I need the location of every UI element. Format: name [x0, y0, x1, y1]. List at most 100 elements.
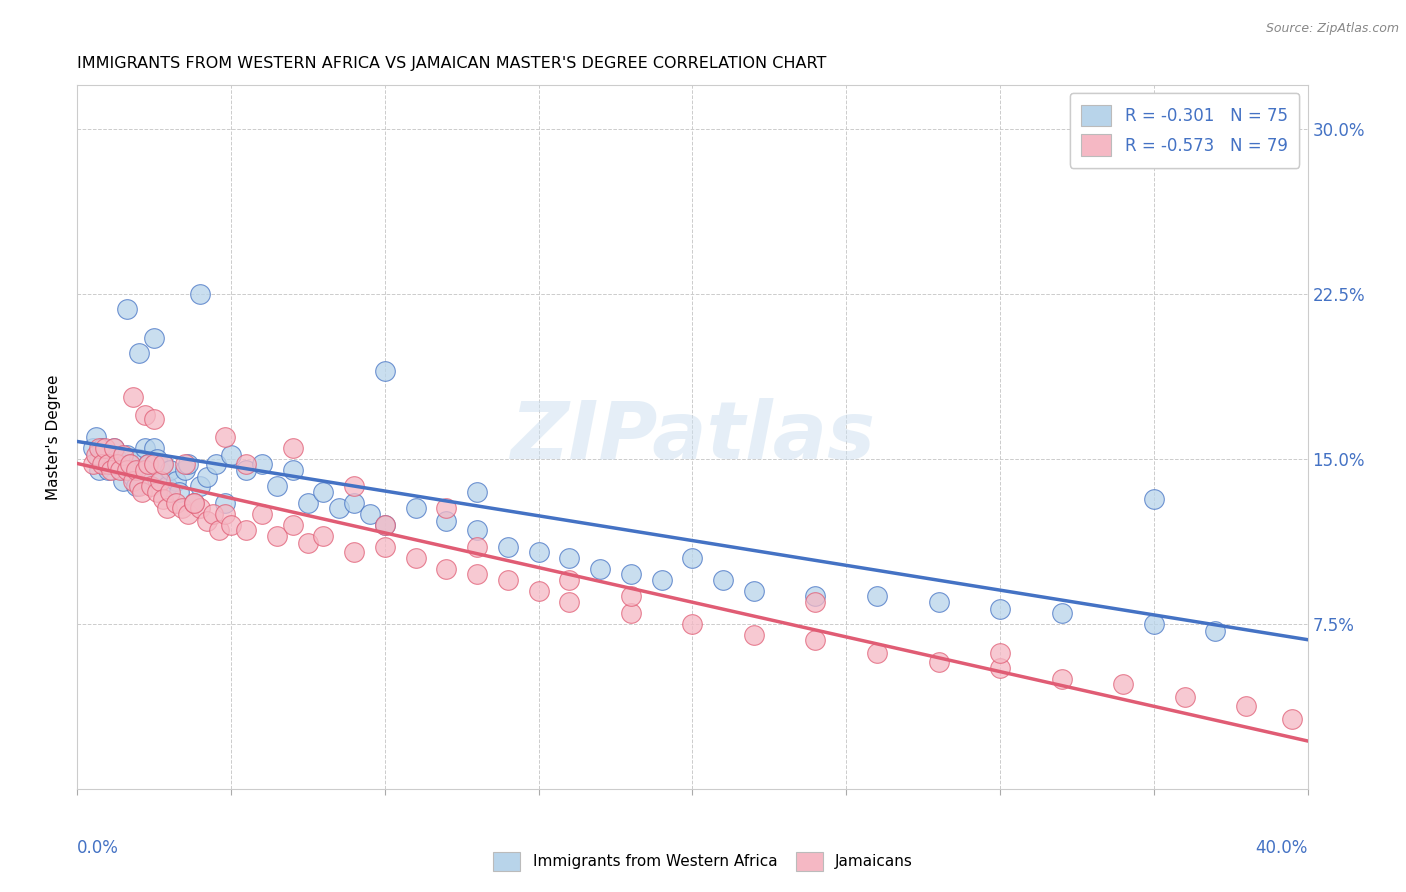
Point [204, 457, 226, 471]
Point [804, 632, 827, 647]
Point [214, 507, 236, 521]
Point [235, 457, 257, 471]
Point [165, 474, 187, 488]
Point [183, 496, 205, 510]
Point [266, 478, 288, 492]
Text: Source: ZipAtlas.com: Source: ZipAtlas.com [1265, 22, 1399, 36]
Point [125, 478, 148, 492]
Point [436, 514, 458, 528]
Point [620, 607, 643, 621]
Point [1050, 673, 1073, 687]
Point [103, 441, 125, 455]
Point [219, 518, 242, 533]
Point [131, 463, 153, 477]
Point [149, 474, 172, 488]
Point [159, 485, 181, 500]
Point [297, 535, 319, 549]
Point [82, 457, 104, 471]
Point [374, 518, 396, 533]
Point [174, 457, 197, 471]
Point [250, 457, 273, 471]
Point [105, 452, 128, 467]
Text: IMMIGRANTS FROM WESTERN AFRICA VS JAMAICAN MASTER'S DEGREE CORRELATION CHART: IMMIGRANTS FROM WESTERN AFRICA VS JAMAIC… [77, 56, 827, 71]
Point [128, 346, 150, 360]
Point [214, 430, 236, 444]
Point [125, 463, 148, 477]
Point [115, 448, 138, 462]
Point [343, 496, 366, 510]
Point [167, 485, 190, 500]
Point [146, 485, 169, 500]
Point [100, 457, 122, 471]
Point [235, 523, 257, 537]
Point [183, 496, 205, 510]
Point [110, 457, 132, 471]
Point [87, 452, 110, 467]
Point [188, 500, 212, 515]
Point [281, 463, 304, 477]
Point [94, 441, 117, 455]
Point [297, 496, 319, 510]
Point [219, 448, 242, 462]
Point [343, 544, 366, 558]
Point [159, 463, 181, 477]
Point [374, 518, 396, 533]
Point [118, 457, 141, 471]
Point [214, 496, 236, 510]
Legend: R = -0.301   N = 75, R = -0.573   N = 79: R = -0.301 N = 75, R = -0.573 N = 79 [1070, 93, 1299, 168]
Legend: Immigrants from Western Africa, Jamaicans: Immigrants from Western Africa, Jamaican… [484, 843, 922, 880]
Point [134, 441, 156, 455]
Point [128, 478, 150, 492]
Point [988, 602, 1011, 616]
Point [988, 646, 1011, 660]
Point [155, 500, 177, 515]
Point [155, 478, 177, 492]
Point [143, 441, 166, 455]
Point [620, 589, 643, 603]
Point [804, 589, 827, 603]
Point [558, 551, 581, 566]
Point [343, 478, 366, 492]
Point [131, 485, 153, 500]
Point [281, 518, 304, 533]
Point [651, 573, 673, 587]
Point [711, 573, 734, 587]
Point [141, 469, 163, 483]
Point [115, 463, 138, 477]
Point [496, 573, 519, 587]
Point [97, 448, 120, 462]
Point [110, 463, 132, 477]
Point [359, 507, 381, 521]
Point [174, 463, 197, 477]
Point [152, 457, 174, 471]
Point [436, 500, 458, 515]
Point [1204, 624, 1226, 638]
Point [94, 457, 117, 471]
Point [1174, 690, 1197, 704]
Text: 0.0%: 0.0% [77, 838, 120, 856]
Point [152, 457, 174, 471]
Point [103, 441, 125, 455]
Point [143, 412, 166, 426]
Point [208, 523, 231, 537]
Point [405, 500, 427, 515]
Point [121, 469, 143, 483]
Text: 40.0%: 40.0% [1256, 838, 1308, 856]
Point [1112, 676, 1135, 690]
Point [436, 562, 458, 576]
Point [121, 474, 143, 488]
Point [374, 364, 396, 378]
Point [90, 441, 114, 455]
Point [928, 595, 950, 609]
Point [146, 452, 169, 467]
Point [136, 457, 159, 471]
Point [558, 595, 581, 609]
Point [742, 584, 765, 599]
Point [620, 566, 643, 581]
Point [1050, 607, 1073, 621]
Point [1143, 617, 1166, 632]
Point [742, 628, 765, 642]
Point [250, 507, 273, 521]
Point [143, 457, 166, 471]
Point [177, 457, 200, 471]
